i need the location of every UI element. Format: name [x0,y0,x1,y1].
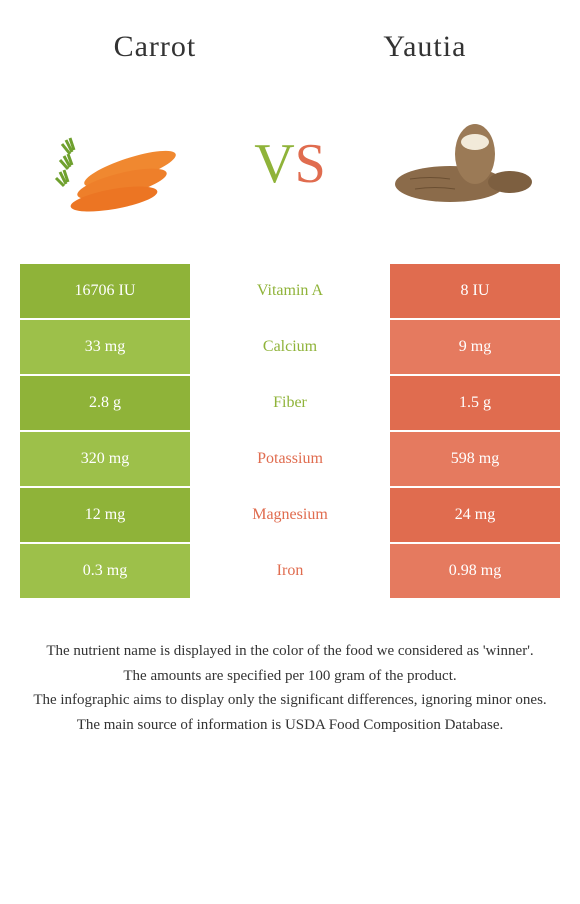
table-row: 12 mgMagnesium24 mg [20,488,560,544]
vs-s: S [295,133,326,195]
yautia-image [380,104,540,224]
nutrient-name: Iron [190,544,390,598]
nutrient-right-value: 8 IU [390,264,560,318]
nutrient-right-value: 1.5 g [390,376,560,430]
nutrient-right-value: 0.98 mg [390,544,560,598]
nutrient-left-value: 33 mg [20,320,190,374]
footer-line: The amounts are specified per 100 gram o… [20,665,560,688]
image-row: VS [0,74,580,264]
table-row: 0.3 mgIron0.98 mg [20,544,560,600]
nutrient-right-value: 9 mg [390,320,560,374]
food-left-title: Carrot [114,30,197,64]
nutrient-table: 16706 IUVitamin A8 IU33 mgCalcium9 mg2.8… [20,264,560,600]
nutrient-right-value: 598 mg [390,432,560,486]
nutrient-left-value: 2.8 g [20,376,190,430]
nutrient-left-value: 12 mg [20,488,190,542]
vs-label: VS [254,132,326,196]
table-row: 320 mgPotassium598 mg [20,432,560,488]
nutrient-left-value: 320 mg [20,432,190,486]
nutrient-left-value: 0.3 mg [20,544,190,598]
nutrient-name: Vitamin A [190,264,390,318]
footer-line: The main source of information is USDA F… [20,714,560,737]
nutrient-name: Magnesium [190,488,390,542]
table-row: 2.8 gFiber1.5 g [20,376,560,432]
header: Carrot Yautia [0,0,580,74]
footer-notes: The nutrient name is displayed in the co… [0,630,580,748]
nutrient-right-value: 24 mg [390,488,560,542]
carrot-image [40,104,200,224]
food-right-title: Yautia [383,30,466,64]
nutrient-left-value: 16706 IU [20,264,190,318]
table-row: 33 mgCalcium9 mg [20,320,560,376]
table-row: 16706 IUVitamin A8 IU [20,264,560,320]
footer-line: The nutrient name is displayed in the co… [20,640,560,663]
nutrient-name: Fiber [190,376,390,430]
vs-v: V [254,133,294,195]
footer-line: The infographic aims to display only the… [20,689,560,712]
nutrient-name: Potassium [190,432,390,486]
nutrient-name: Calcium [190,320,390,374]
